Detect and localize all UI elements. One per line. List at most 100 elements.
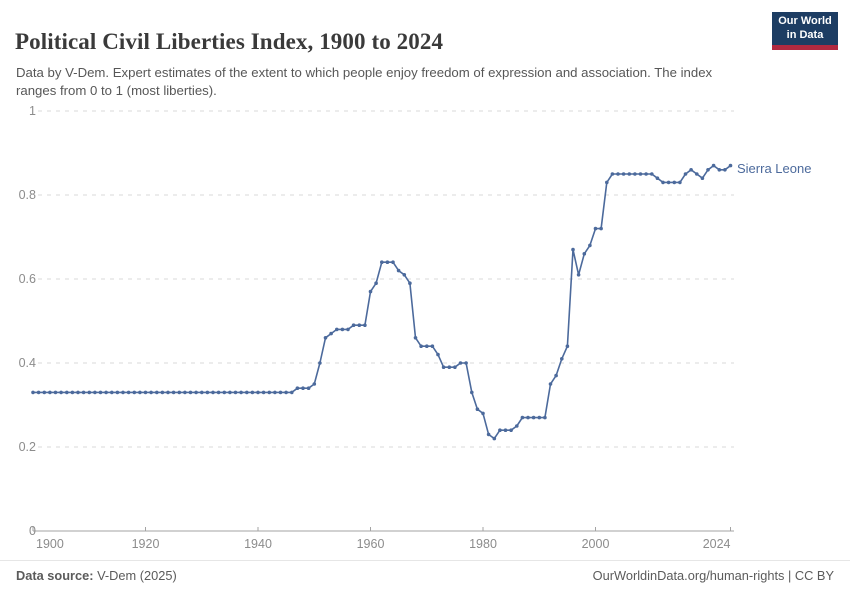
- data-point: [458, 361, 463, 365]
- data-point: [59, 390, 63, 395]
- data-point: [486, 432, 491, 437]
- data-point: [306, 386, 311, 391]
- data-point: [76, 390, 80, 395]
- data-point: [115, 390, 120, 395]
- data-point: [655, 176, 660, 180]
- data-point: [723, 168, 727, 172]
- data-point: [683, 172, 688, 176]
- data-point: [453, 365, 457, 370]
- x-tick-label: 1960: [356, 537, 385, 551]
- data-point: [53, 390, 58, 395]
- data-point: [110, 390, 114, 395]
- data-point: [256, 390, 260, 395]
- data-point: [520, 415, 525, 420]
- data-point: [104, 390, 108, 395]
- series-label: Sierra Leone: [737, 161, 812, 176]
- data-point: [205, 390, 210, 395]
- footer-divider: [0, 560, 850, 561]
- data-point: [588, 243, 592, 248]
- data-point: [36, 390, 41, 395]
- data-point: [233, 390, 238, 395]
- data-point: [419, 344, 423, 349]
- data-point: [548, 382, 553, 386]
- data-point: [509, 428, 513, 433]
- data-point: [582, 252, 587, 256]
- data-point: [183, 390, 187, 395]
- data-point: [87, 390, 92, 395]
- data-point: [644, 172, 648, 176]
- data-point: [515, 424, 519, 428]
- y-tick-label: 0: [29, 524, 36, 538]
- data-point: [65, 390, 69, 395]
- data-point: [700, 176, 705, 180]
- data-point: [188, 390, 193, 395]
- data-point: [503, 428, 508, 433]
- data-point: [93, 390, 97, 395]
- y-tick-label: 0.4: [18, 356, 36, 370]
- data-point: [374, 281, 378, 286]
- chart-subtitle: Data by V-Dem. Expert estimates of the e…: [16, 65, 713, 98]
- series-line: [33, 164, 731, 440]
- data-point: [245, 390, 249, 395]
- data-point: [98, 390, 103, 395]
- x-tick-label: 1900: [36, 537, 64, 551]
- footer-source-label: Data source:: [16, 568, 94, 583]
- data-point: [301, 386, 305, 391]
- data-point: [571, 247, 575, 252]
- data-point: [351, 323, 356, 328]
- data-point: [160, 390, 165, 395]
- data-point: [396, 268, 401, 273]
- data-point: [678, 180, 682, 185]
- data-point: [250, 390, 255, 395]
- data-point: [228, 390, 232, 395]
- data-point: [290, 390, 294, 395]
- data-point: [391, 260, 395, 265]
- data-point: [610, 172, 615, 176]
- data-point: [621, 172, 626, 176]
- data-point: [138, 390, 142, 395]
- data-point: [537, 415, 542, 420]
- data-point: [267, 390, 272, 395]
- data-point: [436, 352, 440, 357]
- data-point: [565, 344, 570, 349]
- data-point: [543, 415, 547, 420]
- x-tick-label: 1920: [131, 537, 160, 551]
- data-point: [672, 180, 677, 185]
- data-point: [492, 436, 497, 441]
- y-tick-label: 1: [29, 104, 36, 118]
- y-tick-label: 0.2: [18, 440, 36, 454]
- data-point: [666, 180, 671, 185]
- x-tick-label: 2000: [581, 537, 610, 551]
- data-point: [48, 390, 52, 395]
- data-point: [526, 415, 530, 420]
- data-point: [717, 168, 722, 172]
- data-point: [155, 390, 159, 395]
- data-point: [284, 390, 288, 395]
- data-point: [132, 390, 137, 395]
- data-point: [554, 373, 558, 378]
- data-point: [222, 390, 227, 395]
- data-point: [121, 390, 125, 395]
- data-point: [498, 428, 502, 433]
- data-point: [661, 180, 665, 185]
- data-point: [441, 365, 446, 370]
- y-tick-label: 0.8: [18, 188, 36, 202]
- data-point: [323, 336, 328, 340]
- footer-source: Data source: V-Dem (2025): [16, 568, 177, 583]
- data-point: [335, 327, 339, 332]
- footer-link: OurWorldinData.org/human-rights | CC BY: [592, 568, 834, 583]
- footer-source-value: V-Dem (2025): [93, 568, 177, 583]
- data-point: [177, 390, 182, 395]
- data-point: [408, 281, 412, 286]
- data-point: [312, 382, 317, 386]
- data-point: [171, 390, 176, 395]
- data-point: [425, 344, 429, 349]
- data-point: [42, 390, 47, 395]
- data-point: [599, 226, 603, 231]
- data-point: [481, 411, 485, 416]
- data-point: [346, 327, 350, 332]
- data-point: [211, 390, 215, 395]
- data-point: [149, 390, 153, 395]
- data-point: [560, 357, 564, 361]
